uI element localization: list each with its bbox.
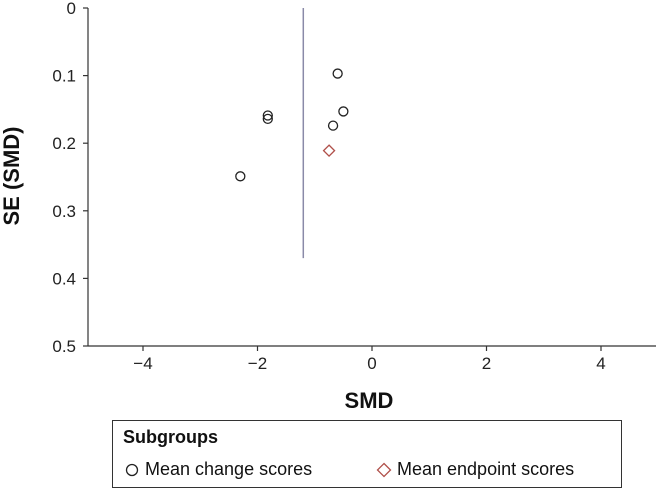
y-tick-label: 0.1 xyxy=(52,67,76,86)
legend: Subgroups Mean change scores Mean endpoi… xyxy=(112,420,622,488)
data-points xyxy=(235,68,349,182)
data-point-mean-change xyxy=(262,113,273,125)
y-tick-label: 0.4 xyxy=(52,269,76,288)
legend-label-mean-endpoint: Mean endpoint scores xyxy=(397,459,575,479)
legend-item-mean-change: Mean change scores xyxy=(123,459,312,480)
data-point-mean-change xyxy=(338,106,349,117)
legend-item-mean-endpoint: Mean endpoint scores xyxy=(375,459,574,480)
axes xyxy=(87,8,656,347)
y-tick-label: 0 xyxy=(67,0,76,18)
x-tick-label: 2 xyxy=(482,354,491,373)
y-tick-label: 0.3 xyxy=(52,202,76,221)
x-axis-title: SMD xyxy=(345,388,394,413)
y-axis-title: SE (SMD) xyxy=(0,127,24,226)
x-tick-label: −4 xyxy=(133,354,152,373)
legend-label-mean-change: Mean change scores xyxy=(145,459,313,479)
data-point-mean-change xyxy=(327,120,339,131)
x-tick-label: 0 xyxy=(367,354,376,373)
ticks: 0 0.1 0.2 0.3 0.4 0.5 −4 −2 0 2 4 xyxy=(52,0,605,373)
diamond-marker-icon xyxy=(376,462,392,477)
data-point-mean-change xyxy=(332,68,343,79)
legend-title: Subgroups xyxy=(123,427,218,447)
y-tick-label: 0.2 xyxy=(52,134,76,153)
y-tick-label: 0.5 xyxy=(52,337,76,356)
data-point-mean-change xyxy=(262,110,273,121)
x-tick-label: 4 xyxy=(596,354,605,373)
data-point-mean-endpoint xyxy=(322,144,336,158)
data-point-mean-change xyxy=(235,171,246,182)
x-tick-label: −2 xyxy=(248,354,267,373)
circle-marker-icon xyxy=(125,463,139,476)
